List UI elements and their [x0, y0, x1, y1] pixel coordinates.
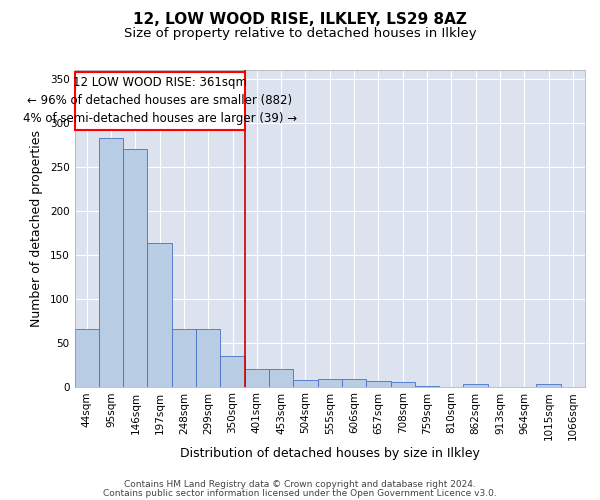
Bar [74, 330, 99, 386]
Bar [245, 369, 269, 386]
Bar [196, 330, 220, 386]
Bar [317, 378, 342, 386]
Bar [148, 243, 172, 386]
Bar [391, 382, 415, 386]
Text: Contains HM Land Registry data © Crown copyright and database right 2024.: Contains HM Land Registry data © Crown c… [124, 480, 476, 489]
Bar [463, 384, 488, 386]
Y-axis label: Number of detached properties: Number of detached properties [30, 130, 43, 327]
Bar [172, 330, 196, 386]
Bar [366, 382, 391, 386]
Bar [342, 378, 366, 386]
Bar [293, 380, 317, 386]
Bar [123, 149, 148, 386]
Text: 12, LOW WOOD RISE, ILKLEY, LS29 8AZ: 12, LOW WOOD RISE, ILKLEY, LS29 8AZ [133, 12, 467, 28]
Bar [536, 384, 560, 386]
Text: Contains public sector information licensed under the Open Government Licence v3: Contains public sector information licen… [103, 488, 497, 498]
Text: Size of property relative to detached houses in Ilkley: Size of property relative to detached ho… [124, 28, 476, 40]
FancyBboxPatch shape [74, 72, 245, 130]
Bar [99, 138, 123, 386]
Bar [269, 369, 293, 386]
X-axis label: Distribution of detached houses by size in Ilkley: Distribution of detached houses by size … [180, 447, 480, 460]
Text: 12 LOW WOOD RISE: 361sqm
← 96% of detached houses are smaller (882)
4% of semi-d: 12 LOW WOOD RISE: 361sqm ← 96% of detach… [23, 76, 296, 126]
Bar [220, 356, 245, 386]
